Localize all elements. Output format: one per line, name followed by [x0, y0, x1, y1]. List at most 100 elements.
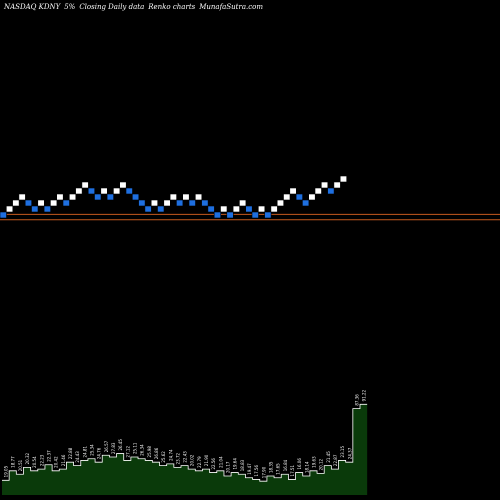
volume-label: 24.81 [82, 446, 87, 458]
renko-brick-up [239, 199, 247, 207]
volume-label: 20.02 [190, 454, 195, 466]
volume-label: 17.90 [261, 466, 266, 478]
renko-brick-up [81, 181, 89, 189]
renko-brick-down [31, 205, 39, 213]
renko-brick-down [157, 205, 165, 213]
volume-label: 24.37 [347, 447, 352, 459]
volume-label: 20.12 [319, 459, 324, 471]
volume-outline [2, 403, 368, 482]
volume-label: 26.34 [140, 444, 145, 456]
volume-label: 16.06 [297, 458, 302, 470]
renko-brick-up [283, 193, 291, 201]
renko-brick-up [276, 199, 285, 207]
volume-label: 18.83 [240, 459, 245, 471]
volume-label: 24.43 [75, 451, 80, 463]
volume-label: 21.45 [326, 451, 331, 463]
renko-brick-up [113, 187, 121, 195]
renko-brick-up [320, 181, 329, 189]
percent-label: 5% [64, 3, 76, 11]
volume-label: 19.63 [311, 456, 316, 468]
volume-label: 21.46 [61, 454, 66, 466]
renko-brick-up [232, 205, 240, 213]
volume-label: 18.35 [269, 461, 274, 473]
renko-brick-down [132, 193, 140, 201]
volume-label: 24.74 [168, 449, 173, 461]
renko-brick-down [245, 205, 253, 213]
volume-label: 87.36 [354, 394, 359, 406]
renko-brick-up [100, 187, 108, 195]
data-type-label: Closing Daily data [79, 3, 145, 11]
renko-brick-down [295, 193, 303, 201]
chart-type-label: Renko charts [148, 3, 196, 11]
site-label: MunafaSutra.com [199, 3, 263, 11]
volume-label: 25.34 [90, 444, 95, 456]
renko-brick-down [207, 205, 215, 213]
volume-label: 22.56 [211, 458, 216, 470]
volume-label: 22.79 [197, 456, 202, 468]
renko-brick-down [251, 211, 259, 219]
volume-label: 23.72 [175, 452, 180, 464]
renko-brick-up [12, 199, 20, 207]
volume-label: 25.62 [161, 451, 166, 463]
volume-label: 27.83 [111, 442, 116, 454]
volume-label: 16.84 [283, 459, 288, 471]
renko-brick-down [0, 211, 7, 219]
renko-brick-up [75, 187, 83, 195]
volume-label: 26.86 [154, 447, 159, 459]
volume-label: 22.88 [68, 447, 73, 459]
volume-label: 21.90 [204, 454, 209, 466]
renko-brick-down [213, 211, 221, 219]
volume-label: 24.76 [97, 447, 102, 459]
volume-area [2, 404, 368, 495]
renko-brick-up [195, 193, 203, 201]
renko-brick-down [94, 193, 102, 201]
renko-brick-down [24, 199, 33, 207]
renko-brick-up [119, 181, 127, 189]
renko-brick-down [43, 205, 51, 213]
renko-brick-up [56, 193, 64, 201]
volume-label: 25.11 [132, 442, 137, 454]
volume-label: 21.04 [218, 456, 223, 468]
renko-brick-down [144, 205, 152, 213]
volume-label: 23.15 [340, 446, 345, 458]
volume-label: 20.32 [25, 452, 30, 464]
renko-brick-up [150, 199, 158, 207]
volume-label: 19.64 [233, 458, 238, 470]
renko-brick-down [125, 187, 133, 195]
renko-brick-up [339, 175, 348, 183]
renko-brick-up [50, 199, 58, 207]
renko-brick-down [302, 199, 310, 207]
renko-brick-down [264, 211, 272, 219]
renko-brick-up [169, 193, 177, 201]
renko-brick-up [69, 193, 77, 201]
renko-brick-up [308, 193, 316, 201]
renko-brick-up [257, 205, 266, 213]
renko-brick-up [333, 181, 341, 189]
volume-label: 20.54 [32, 456, 37, 468]
renko-brick-up [220, 205, 228, 213]
volume-label: 20.51 [18, 459, 23, 471]
volume-label: 26.45 [118, 439, 123, 451]
volume-label: 91.22 [362, 389, 367, 401]
volume-label: 20.42 [54, 456, 59, 468]
volume-label: 26.57 [104, 440, 109, 452]
renko-brick-up [182, 193, 190, 201]
volume-label: 27.12 [125, 446, 130, 458]
volume-label: 18.14 [304, 461, 309, 473]
renko-brick-down [327, 187, 335, 195]
volume-label: 22.43 [183, 451, 188, 463]
renko-brick-down [106, 193, 114, 201]
renko-brick-up [6, 205, 14, 213]
renko-brick-down [138, 199, 146, 207]
volume-label: 17.65 [276, 463, 281, 475]
renko-brick-down [176, 199, 184, 207]
volume-label: 17.51 [290, 465, 295, 477]
chart-header: NASDAQ KDNY 5% Closing Daily data Renko cha… [4, 3, 267, 11]
renko-brick-up [270, 205, 278, 213]
volume-label: 22.23 [39, 454, 44, 466]
ticker-label: NASDAQ KDNY [4, 3, 61, 11]
renko-brick-up [163, 199, 171, 207]
renko-brick-down [87, 187, 95, 195]
renko-brick-down [201, 199, 209, 207]
